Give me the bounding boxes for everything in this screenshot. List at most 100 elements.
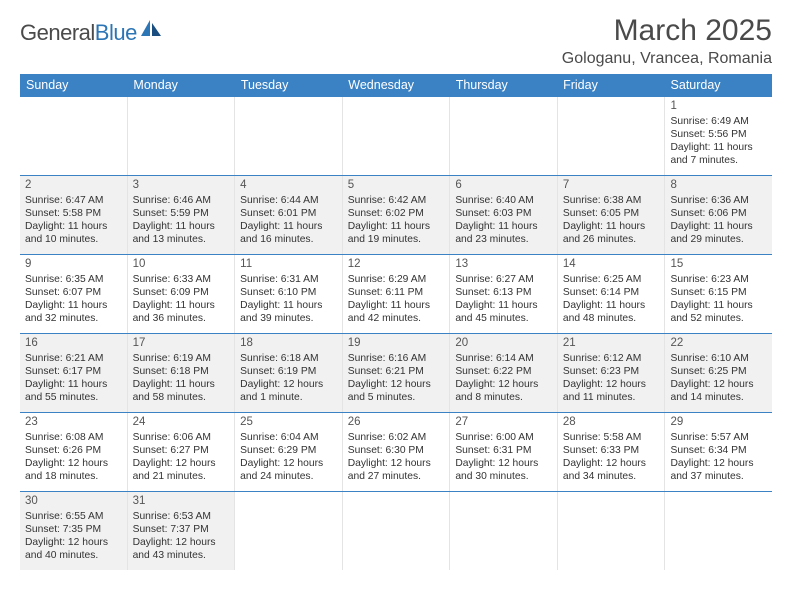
calendar-header-row: Sunday Monday Tuesday Wednesday Thursday… [20,74,772,97]
sunrise-text: Sunrise: 6:31 AM [240,273,337,286]
sunset-text: Sunset: 5:58 PM [25,207,122,220]
daylight-text: Daylight: 12 hours and 30 minutes. [455,457,552,483]
sunset-text: Sunset: 6:19 PM [240,365,337,378]
logo-part1: General [20,20,95,45]
daylight-text: Daylight: 12 hours and 1 minute. [240,378,337,404]
daylight-text: Daylight: 12 hours and 21 minutes. [133,457,230,483]
daylight-text: Daylight: 11 hours and 45 minutes. [455,299,552,325]
calendar-cell [558,97,666,175]
sunset-text: Sunset: 6:14 PM [563,286,660,299]
calendar-cell: 22Sunrise: 6:10 AMSunset: 6:25 PMDayligh… [665,334,772,412]
calendar-cell [343,492,451,570]
calendar-cell: 14Sunrise: 6:25 AMSunset: 6:14 PMDayligh… [558,255,666,333]
daylight-text: Daylight: 12 hours and 14 minutes. [670,378,767,404]
calendar-row: 2Sunrise: 6:47 AMSunset: 5:58 PM Daylight… [20,176,772,255]
daylight-text: Daylight: 11 hours and 13 minutes. [133,220,230,246]
location: Gologanu, Vrancea, Romania [562,50,772,68]
sunrise-text: Sunrise: 6:06 AM [133,431,230,444]
sunset-text: Sunset: 6:01 PM [240,207,337,220]
day-number: 11 [240,257,337,272]
sunrise-text: Sunrise: 6:29 AM [348,273,445,286]
sunset-text: Sunset: 6:33 PM [563,444,660,457]
sunset-text: Sunset: 6:21 PM [348,365,445,378]
daylight-text: Daylight: 12 hours and 40 minutes. [25,536,122,562]
sunrise-text: Sunrise: 5:58 AM [563,431,660,444]
day-number: 22 [670,336,767,351]
daylight-text: Daylight: 11 hours and 19 minutes. [348,220,445,246]
daylight-text: Daylight: 11 hours and 32 minutes. [25,299,122,325]
daylight-text: Daylight: 11 hours and 55 minutes. [25,378,122,404]
calendar-cell: 3Sunrise: 6:46 AMSunset: 5:59 PMDaylight… [128,176,236,254]
day-label: Friday [557,74,664,97]
calendar-cell: 31Sunrise: 6:53 AMSunset: 7:37 PMDayligh… [128,492,236,570]
day-number: 18 [240,336,337,351]
day-number: 31 [133,494,230,509]
sunset-text: Sunset: 5:59 PM [133,207,230,220]
sunrise-text: Sunrise: 6:02 AM [348,431,445,444]
day-number: 5 [348,178,445,193]
calendar-cell: 21Sunrise: 6:12 AMSunset: 6:23 PMDayligh… [558,334,666,412]
day-label: Thursday [450,74,557,97]
calendar-cell: 15Sunrise: 6:23 AMSunset: 6:15 PMDayligh… [665,255,772,333]
calendar-cell [450,97,558,175]
calendar-cell: 19Sunrise: 6:16 AMSunset: 6:21 PMDayligh… [343,334,451,412]
daylight-text: Daylight: 12 hours and 27 minutes. [348,457,445,483]
calendar-cell [558,492,666,570]
sunrise-text: Sunrise: 6:16 AM [348,352,445,365]
sunset-text: Sunset: 6:34 PM [670,444,767,457]
daylight-text: Daylight: 11 hours and 26 minutes. [563,220,660,246]
sunset-text: Sunset: 6:10 PM [240,286,337,299]
sunrise-text: Sunrise: 6:49 AM [670,115,767,128]
daylight-text: Daylight: 12 hours and 34 minutes. [563,457,660,483]
calendar-row: 23Sunrise: 6:08 AMSunset: 6:26 PMDayligh… [20,413,772,492]
day-number: 30 [25,494,122,509]
sunrise-text: Sunrise: 6:23 AM [670,273,767,286]
sunrise-text: Sunrise: 6:36 AM [670,194,767,207]
sunrise-text: Sunrise: 5:57 AM [670,431,767,444]
daylight-text: Daylight: 11 hours and 58 minutes. [133,378,230,404]
calendar-cell: 13Sunrise: 6:27 AMSunset: 6:13 PMDayligh… [450,255,558,333]
sunrise-text: Sunrise: 6:47 AM [25,194,122,207]
calendar-cell [235,492,343,570]
day-number: 12 [348,257,445,272]
logo-part2: Blue [95,20,137,45]
day-number: 9 [25,257,122,272]
calendar-cell [450,492,558,570]
day-number: 20 [455,336,552,351]
day-number: 2 [25,178,122,193]
sunrise-text: Sunrise: 6:10 AM [670,352,767,365]
sunset-text: Sunset: 6:07 PM [25,286,122,299]
daylight-text: Daylight: 12 hours and 8 minutes. [455,378,552,404]
calendar-row: 1Sunrise: 6:49 AMSunset: 5:56 PMDaylight… [20,97,772,176]
sunrise-text: Sunrise: 6:04 AM [240,431,337,444]
calendar-cell: 23Sunrise: 6:08 AMSunset: 6:26 PMDayligh… [20,413,128,491]
day-label: Monday [127,74,234,97]
daylight-text: Daylight: 12 hours and 43 minutes. [133,536,230,562]
sunrise-text: Sunrise: 6:19 AM [133,352,230,365]
daylight-text: Daylight: 11 hours and 48 minutes. [563,299,660,325]
logo: GeneralBlue [20,20,163,46]
sunset-text: Sunset: 5:56 PM [670,128,767,141]
sunset-text: Sunset: 6:31 PM [455,444,552,457]
calendar-cell: 4Sunrise: 6:44 AMSunset: 6:01 PMDaylight… [235,176,343,254]
sunset-text: Sunset: 6:30 PM [348,444,445,457]
day-number: 17 [133,336,230,351]
sail-icon [139,18,163,43]
sunset-text: Sunset: 6:05 PM [563,207,660,220]
calendar-cell [665,492,772,570]
calendar-cell [128,97,236,175]
calendar-cell [235,97,343,175]
sunset-text: Sunset: 6:17 PM [25,365,122,378]
day-number: 14 [563,257,660,272]
calendar: Sunday Monday Tuesday Wednesday Thursday… [20,74,772,570]
logo-text: GeneralBlue [20,20,137,46]
sunset-text: Sunset: 6:09 PM [133,286,230,299]
calendar-cell: 25Sunrise: 6:04 AMSunset: 6:29 PMDayligh… [235,413,343,491]
sunset-text: Sunset: 6:22 PM [455,365,552,378]
month-title: March 2025 [562,14,772,48]
sunrise-text: Sunrise: 6:44 AM [240,194,337,207]
sunrise-text: Sunrise: 6:08 AM [25,431,122,444]
day-number: 3 [133,178,230,193]
calendar-row: 9Sunrise: 6:35 AMSunset: 6:07 PMDaylight… [20,255,772,334]
calendar-cell: 11Sunrise: 6:31 AMSunset: 6:10 PMDayligh… [235,255,343,333]
